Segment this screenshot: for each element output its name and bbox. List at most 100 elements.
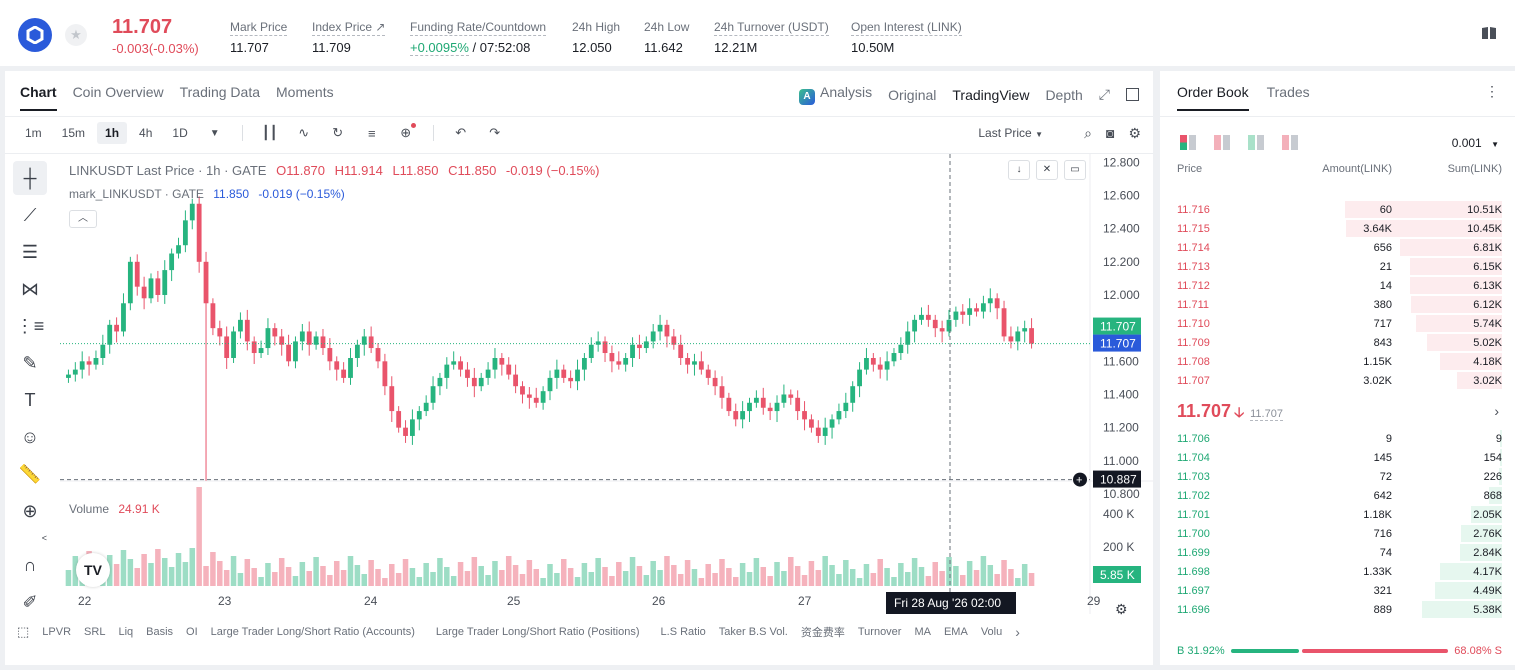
text-icon[interactable]: T <box>24 389 36 410</box>
chevron-right-icon[interactable]: › <box>1494 403 1499 419</box>
view-large-icon[interactable] <box>1282 135 1298 150</box>
parallel-lines-icon[interactable]: ☰ <box>21 241 39 262</box>
view-both-icon[interactable] <box>1180 135 1196 150</box>
tab-analysis[interactable]: A Analysis <box>799 84 872 105</box>
ask-row[interactable]: 11.707 3.02K 3.02K <box>1160 371 1515 390</box>
indicator-item[interactable]: Turnover <box>857 626 902 638</box>
indicator-item[interactable]: MA <box>914 626 931 638</box>
timeframe-4h[interactable]: 4h <box>139 126 153 140</box>
ask-row[interactable]: 11.716 60 10.51K <box>1160 200 1515 219</box>
zoom-icon[interactable]: ⊕ <box>22 500 38 521</box>
pattern-icon[interactable]: ⋈ <box>21 278 39 299</box>
stat-label[interactable]: 24h Turnover (USDT) <box>714 20 829 36</box>
mid-price[interactable]: 11.707 🡣 11.707 <box>1177 401 1283 426</box>
camera-icon[interactable]: ◙ <box>1105 125 1115 141</box>
timeframe-1h[interactable]: 1h <box>97 122 128 144</box>
emoji-icon[interactable]: ☺ <box>20 426 40 447</box>
precision-select[interactable]: 0.001 ▼ <box>1452 136 1499 150</box>
bid-row[interactable]: 11.702 642 868 <box>1160 486 1515 505</box>
indicator-item[interactable]: Taker B.S Vol. <box>718 626 788 638</box>
price-type-select[interactable]: Last Price ▼ <box>978 126 1043 140</box>
ask-row[interactable]: 11.708 1.15K 4.18K <box>1160 352 1515 371</box>
magnet-icon[interactable]: ∩ <box>23 554 37 575</box>
timeframe-1m[interactable]: 1m <box>25 126 42 140</box>
caret-down-icon[interactable]: ▼ <box>209 127 220 139</box>
indicator-item[interactable]: Large Trader Long/Short Ratio (Accounts) <box>210 626 415 638</box>
bid-row[interactable]: 11.706 9 9 <box>1160 429 1515 448</box>
stat-label[interactable]: Open Interest (LINK) <box>851 20 962 36</box>
bid-row[interactable]: 11.701 1.18K 2.05K <box>1160 505 1515 524</box>
indicator-item[interactable]: Basis <box>146 626 174 638</box>
window-icon[interactable] <box>1126 88 1139 101</box>
ask-row[interactable]: 11.710 717 5.74K <box>1160 314 1515 333</box>
axis-settings-icon[interactable]: ⚙ <box>1115 601 1128 617</box>
funding-rate-value[interactable]: +0.0095% <box>410 40 469 56</box>
tab-original[interactable]: Original <box>888 86 937 103</box>
book-icon[interactable] <box>1481 26 1497 40</box>
tab-coin-overview[interactable]: Coin Overview <box>72 84 164 100</box>
bid-row[interactable]: 11.703 72 226 <box>1160 467 1515 486</box>
bid-row[interactable]: 11.697 321 4.49K <box>1160 581 1515 600</box>
tab-trading-data[interactable]: Trading Data <box>179 84 261 100</box>
expand-toolbar-icon[interactable]: < <box>41 533 47 543</box>
favorite-star-icon[interactable]: ★ <box>65 24 87 46</box>
bid-row[interactable]: 11.696 889 5.38K <box>1160 600 1515 619</box>
bid-row[interactable]: 11.704 145 154 <box>1160 448 1515 467</box>
tradingview-logo-icon[interactable]: TV <box>76 553 110 587</box>
indicator-item[interactable]: EMA <box>943 626 968 638</box>
bid-row[interactable]: 11.699 74 2.84K <box>1160 543 1515 562</box>
stat-label[interactable]: Index Price ↗ <box>312 20 386 36</box>
indicators-icon[interactable]: ∿ <box>298 125 310 140</box>
indicator-item[interactable]: Liq <box>118 626 134 638</box>
pane-collapse-icon[interactable]: ✕ <box>1036 160 1058 180</box>
ruler-icon[interactable]: 📏 <box>18 463 42 484</box>
stat-label[interactable]: Mark Price <box>230 20 288 36</box>
indicator-item[interactable]: Volu <box>980 626 1003 638</box>
add-indicator-icon[interactable]: ⊕ <box>396 123 416 143</box>
pane-maximize-icon[interactable]: ▭ <box>1064 160 1086 180</box>
indicator-item[interactable]: L.S Ratio <box>660 626 706 638</box>
ask-row[interactable]: 11.714 656 6.81K <box>1160 238 1515 257</box>
indicator-item[interactable]: SRL <box>84 626 106 638</box>
tab-moments[interactable]: Moments <box>276 84 334 100</box>
bid-row[interactable]: 11.700 716 2.76K <box>1160 524 1515 543</box>
refresh-icon[interactable]: ↻ <box>332 125 344 140</box>
stat-label[interactable]: Funding Rate/Countdown <box>410 20 547 36</box>
indicator-item[interactable]: 资金费率 <box>800 627 845 639</box>
pencil-icon[interactable]: ✐ <box>22 591 38 612</box>
candle-type-icon[interactable]: ┃┃ <box>261 125 278 140</box>
view-bids-icon[interactable] <box>1248 135 1264 150</box>
undo-icon[interactable]: ↶ <box>455 125 467 140</box>
trendline-icon[interactable]: ⟋ <box>23 204 37 225</box>
indicator-item[interactable]: Large Trader Long/Short Ratio (Positions… <box>435 626 640 638</box>
indicator-item[interactable]: OI <box>186 626 198 638</box>
redo-icon[interactable]: ↷ <box>489 125 501 140</box>
layers-icon[interactable]: ⬚ <box>17 624 30 639</box>
bid-row[interactable]: 11.698 1.33K 4.17K <box>1160 562 1515 581</box>
collapse-legend-button[interactable]: ︿ <box>69 210 97 228</box>
more-vertical-icon[interactable]: ⋮ <box>1485 83 1499 99</box>
timeframe-1d[interactable]: 1D <box>172 126 188 140</box>
crosshair-icon[interactable]: ┼ <box>13 161 47 195</box>
list-icon[interactable]: ≡ <box>367 125 376 141</box>
view-asks-icon[interactable] <box>1214 135 1230 150</box>
candlestick-chart[interactable]: 12.80012.60012.40012.20012.00011.80011.6… <box>60 154 1153 614</box>
pane-down-icon[interactable]: ↓ <box>1008 160 1030 180</box>
tab-chart[interactable]: Chart <box>20 84 57 111</box>
ask-row[interactable]: 11.709 843 5.02K <box>1160 333 1515 352</box>
tab-order-book[interactable]: Order Book <box>1177 84 1249 111</box>
fib-icon[interactable]: ⋮≡ <box>15 315 45 336</box>
ask-row[interactable]: 11.715 3.64K 10.45K <box>1160 219 1515 238</box>
ask-row[interactable]: 11.713 21 6.15K <box>1160 257 1515 276</box>
tab-tradingview[interactable]: TradingView <box>952 86 1030 103</box>
ask-row[interactable]: 11.712 14 6.13K <box>1160 276 1515 295</box>
chevron-right-icon[interactable]: › <box>1015 624 1020 640</box>
expand-icon[interactable]: ⤢ <box>1098 86 1110 102</box>
tab-trades[interactable]: Trades <box>1266 84 1310 100</box>
brush-icon[interactable]: ✎ <box>22 352 38 373</box>
search-icon[interactable]: ⌕ <box>1084 125 1092 141</box>
indicator-item[interactable]: LPVR <box>42 626 72 638</box>
ask-row[interactable]: 11.711 380 6.12K <box>1160 295 1515 314</box>
timeframe-15m[interactable]: 15m <box>61 126 86 140</box>
tab-depth[interactable]: Depth <box>1045 86 1083 103</box>
